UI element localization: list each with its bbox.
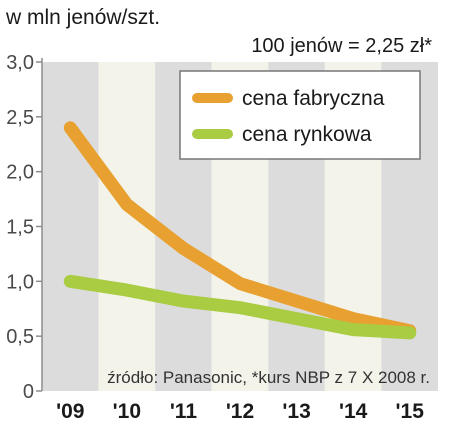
year-band [42, 62, 99, 391]
series-point [239, 282, 241, 285]
series-point [408, 331, 411, 334]
series-point [69, 280, 72, 283]
series-point [125, 289, 128, 292]
y-tick-label: 1,5 [6, 217, 34, 239]
series-point [69, 126, 72, 129]
series-point [352, 328, 355, 331]
y-tick-label: 0 [23, 381, 34, 403]
y-axis-ticks: 0 0,5 1,0 1,5 2,0 2,5 3,0 [6, 52, 42, 403]
series-point [182, 247, 185, 250]
legend: cena fabryczna cena rynkowa [179, 70, 421, 160]
x-axis-ticks: '09 '10 '11 '12 '13 '14 '15 [56, 400, 424, 423]
x-tick-label: '13 [282, 400, 310, 423]
series-point [295, 317, 298, 320]
series-point [239, 306, 241, 309]
y-tick-label: 3,0 [6, 52, 34, 74]
series-lines [63, 121, 417, 340]
y-tick-label: 1,0 [6, 271, 34, 293]
unit-title: w mln jenów/szt. [5, 6, 160, 29]
series-point [352, 317, 355, 320]
series-point [295, 300, 298, 303]
legend-factory-label: cena fabryczna [242, 87, 385, 110]
legend-box [179, 70, 421, 160]
y-tick-label: 2,5 [6, 107, 34, 129]
x-tick-label: '09 [56, 400, 84, 423]
series-point [125, 203, 128, 206]
x-tick-label: '15 [396, 400, 425, 423]
series-point [182, 300, 185, 303]
y-tick-label: 0,5 [6, 326, 34, 348]
y-tick-label: 2,0 [6, 162, 34, 184]
x-tick-label: '11 [170, 400, 198, 423]
x-tick-label: '14 [339, 400, 368, 423]
x-tick-label: '10 [113, 400, 141, 423]
source-note: źródło: Panasonic, *kurs NBP z 7 X 2008 … [107, 368, 430, 387]
exchange-rate-note: 100 jenów = 2,25 zł* [251, 35, 432, 57]
legend-market-label: cena rynkowa [242, 123, 372, 146]
x-tick-label: '12 [226, 400, 254, 423]
